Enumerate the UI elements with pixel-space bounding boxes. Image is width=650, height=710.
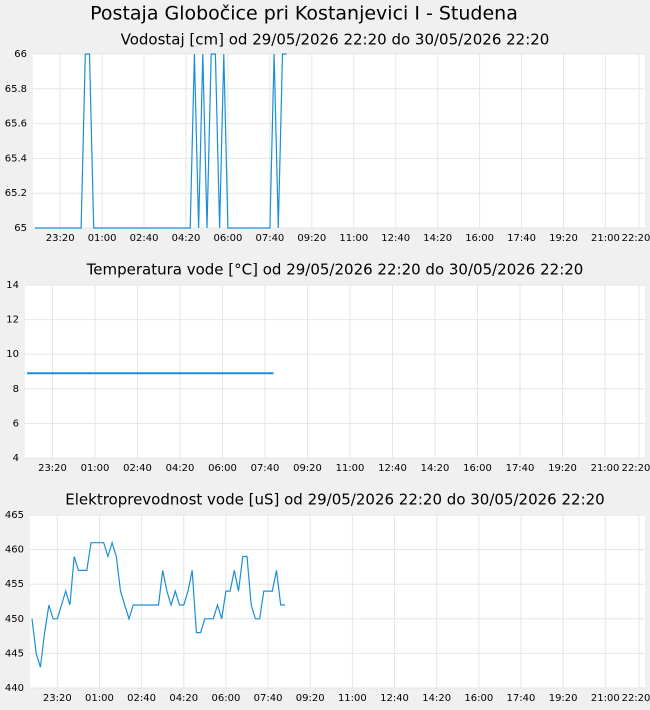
y-tick-label: 65.8	[5, 84, 27, 95]
x-tick-label: 02:40	[127, 693, 156, 704]
y-tick-label: 460	[5, 545, 24, 556]
y-tick-label: 10	[6, 349, 19, 360]
x-tick-label: 23:20	[43, 693, 72, 704]
x-tick-label: 06:00	[208, 463, 237, 474]
x-tick-label: 11:00	[336, 463, 365, 474]
y-tick-label: 14	[6, 280, 19, 291]
y-tick-label: 8	[13, 384, 19, 395]
x-tick-label: 23:20	[38, 463, 67, 474]
y-tick-label: 445	[5, 648, 24, 659]
y-tick-label: 6	[13, 418, 19, 429]
x-tick-label: 21:00	[591, 693, 620, 704]
x-tick-label: 02:40	[130, 233, 159, 244]
page-title: Postaja Globočice pri Kostanjevici I - S…	[90, 3, 518, 25]
x-tick-label: 16:00	[464, 693, 493, 704]
x-tick-label: 23:20	[46, 233, 75, 244]
x-tick-label: 17:40	[507, 693, 536, 704]
x-tick-label: 07:40	[251, 463, 280, 474]
x-tick-label: 14:20	[422, 693, 451, 704]
x-tick-label: 09:20	[297, 233, 326, 244]
y-tick-label: 465	[5, 510, 24, 521]
x-tick-label: 11:00	[339, 233, 368, 244]
x-tick-label: 01:00	[88, 233, 117, 244]
chart-title: Vodostaj [cm] od 29/05/2026 22:20 do 30/…	[121, 31, 550, 49]
y-tick-label: 65.2	[5, 188, 27, 199]
plot-area	[25, 285, 645, 458]
data-line	[31, 540, 285, 668]
data-line	[35, 53, 287, 229]
x-tick-label: 12:40	[380, 693, 409, 704]
x-tick-label: 09:20	[296, 693, 325, 704]
plot-area	[30, 515, 645, 688]
x-tick-label: 16:00	[463, 463, 492, 474]
x-tick-label: 09:20	[293, 463, 322, 474]
x-tick-label: 07:40	[255, 233, 284, 244]
y-tick-label: 12	[6, 315, 19, 326]
x-tick-label: 01:00	[85, 693, 114, 704]
y-tick-label: 66	[14, 49, 27, 60]
x-tick-label: 19:20	[548, 463, 577, 474]
x-tick-label: 12:40	[378, 463, 407, 474]
x-tick-label: 12:40	[381, 233, 410, 244]
x-tick-label: 17:40	[507, 233, 536, 244]
x-tick-label: 22:20	[622, 233, 650, 244]
x-tick-label: 19:20	[549, 233, 578, 244]
x-tick-label: 04:20	[172, 233, 201, 244]
x-tick-label: 22:20	[622, 463, 650, 474]
x-tick-label: 04:20	[166, 463, 195, 474]
chart-title: Temperatura vode [°C] od 29/05/2026 22:2…	[86, 261, 584, 279]
x-tick-label: 21:00	[591, 233, 620, 244]
x-tick-label: 21:00	[591, 463, 620, 474]
x-tick-label: 06:00	[214, 233, 243, 244]
x-tick-label: 07:40	[254, 693, 283, 704]
x-tick-label: 11:00	[338, 693, 367, 704]
x-tick-label: 22:20	[622, 693, 650, 704]
y-tick-label: 65.4	[5, 153, 27, 164]
x-tick-label: 02:40	[123, 463, 152, 474]
y-tick-label: 440	[5, 683, 24, 694]
y-tick-label: 65	[14, 223, 27, 234]
x-tick-label: 01:00	[81, 463, 110, 474]
x-tick-label: 16:00	[465, 233, 494, 244]
chart-title: Elektroprevodnost vode [uS] od 29/05/202…	[65, 491, 604, 509]
y-tick-label: 450	[5, 614, 24, 625]
x-tick-label: 14:20	[421, 463, 450, 474]
x-tick-label: 19:20	[549, 693, 578, 704]
x-tick-label: 06:00	[211, 693, 240, 704]
x-tick-label: 17:40	[506, 463, 535, 474]
y-tick-label: 455	[5, 579, 24, 590]
x-tick-label: 04:20	[169, 693, 198, 704]
x-tick-label: 14:20	[423, 233, 452, 244]
y-tick-label: 65.6	[5, 119, 27, 130]
y-tick-label: 4	[13, 453, 19, 464]
plot-area	[33, 54, 645, 228]
